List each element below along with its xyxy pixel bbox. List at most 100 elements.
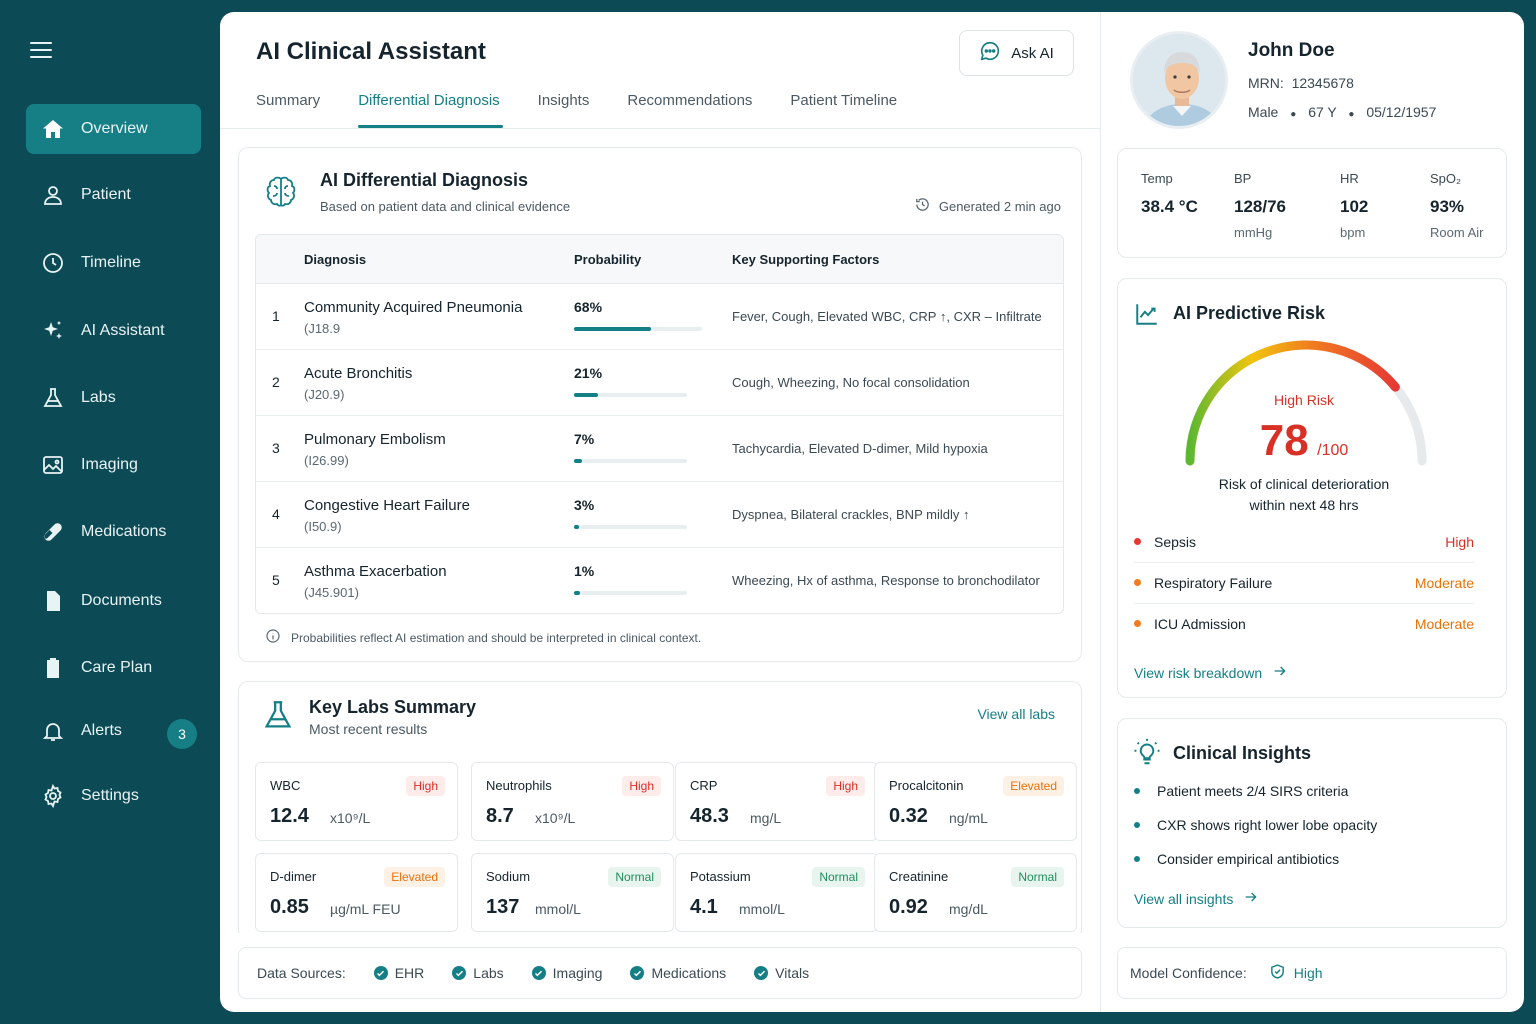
- sidebar-item-alerts[interactable]: Alerts 3: [26, 706, 201, 756]
- lab-value: 4.1: [690, 896, 718, 918]
- lab-unit: mmol/L: [739, 901, 785, 917]
- view-all-labs-link[interactable]: View all labs: [977, 706, 1055, 722]
- sidebar-item-ai-assistant[interactable]: AI Assistant: [26, 306, 201, 356]
- table-row[interactable]: 3 Pulmonary Embolism (I26.99) 7% Tachycardia…: [256, 416, 1063, 482]
- lab-result-card[interactable]: WBC High 12.4 x10⁹/L: [255, 762, 458, 841]
- tab-patient-timeline[interactable]: Patient Timeline: [790, 92, 898, 109]
- risk-gauge-fill: [1185, 340, 1400, 466]
- risk-item: Respiratory Failure Moderate: [1134, 564, 1474, 604]
- data-source-label: Labs: [473, 965, 504, 981]
- risk-level: Moderate: [1414, 616, 1474, 632]
- tab-recommendations[interactable]: Recommendations: [627, 92, 753, 109]
- sidebar-item-labs[interactable]: Labs: [26, 373, 201, 423]
- risk-level: High: [1445, 534, 1474, 550]
- lab-unit: x10⁹/L: [535, 810, 576, 826]
- risk-dot: [1134, 579, 1141, 586]
- table-row[interactable]: 1 Community Acquired Pneumonia (J18.9 68% Fe…: [256, 284, 1063, 350]
- risk-gauge: [1185, 340, 1427, 466]
- lab-value: 8.7: [486, 805, 514, 827]
- insight-text: CXR shows right lower lobe opacity: [1157, 817, 1378, 833]
- main-panel: AI Clinical Assistant Ask AI Summary Dif…: [220, 12, 1524, 1012]
- column-header: Probability: [574, 252, 642, 267]
- lab-value: 0.32: [889, 805, 928, 827]
- vital-value: 102: [1340, 197, 1369, 216]
- sidebar-item-patient[interactable]: Patient: [26, 170, 201, 220]
- menu-icon[interactable]: [30, 42, 52, 60]
- lab-result-card[interactable]: CRP High 48.3 mg/L: [675, 762, 878, 841]
- flask-icon: [40, 385, 66, 411]
- sidebar-item-label: Alerts: [81, 722, 122, 739]
- insight-item: Consider empirical antibiotics: [1134, 851, 1339, 867]
- lab-result-card[interactable]: D-dimer Elevated 0.85 µg/mL FEU: [255, 853, 458, 932]
- lab-result-card[interactable]: Creatinine Normal 0.92 mg/dL: [874, 853, 1077, 932]
- check-circle-icon: [373, 966, 388, 980]
- status-badge: Elevated: [1003, 776, 1064, 796]
- risk-item: Sepsis High: [1134, 523, 1474, 563]
- bullet: [1134, 822, 1140, 828]
- sidebar-item-label: AI Assistant: [81, 322, 165, 339]
- data-sources-label: Data Sources:: [257, 965, 346, 981]
- row-rank: 1: [272, 308, 280, 324]
- diagnosis-title: AI Differential Diagnosis: [320, 170, 529, 190]
- clipboard-icon: [40, 655, 66, 681]
- status-badge: High: [826, 776, 865, 796]
- probability-bar-fill: [574, 525, 579, 529]
- row-rank: 5: [272, 572, 280, 588]
- arrow-right-icon: [1272, 663, 1288, 682]
- sidebar-item-timeline[interactable]: Timeline: [26, 238, 201, 288]
- icd-code: (J20.9): [304, 387, 345, 402]
- sidebar: Overview Patient Timeline AI Assistant L…: [0, 0, 220, 1024]
- insight-text: Patient meets 2/4 SIRS criteria: [1157, 783, 1349, 799]
- tab-insights[interactable]: Insights: [537, 92, 590, 109]
- avatar: [1130, 31, 1228, 129]
- table-row[interactable]: 4 Congestive Heart Failure (I50.9) 3% Dyspne…: [256, 482, 1063, 548]
- labs-title: Key Labs Summary: [309, 697, 477, 717]
- sidebar-item-imaging[interactable]: Imaging: [26, 440, 201, 490]
- vital-value: 128/76: [1234, 197, 1286, 216]
- lab-result-card[interactable]: Procalcitonin Elevated 0.32 ng/mL: [874, 762, 1077, 841]
- view-risk-breakdown-link[interactable]: View risk breakdown: [1134, 663, 1288, 682]
- sidebar-item-overview[interactable]: Overview: [26, 104, 201, 154]
- lab-result-card[interactable]: Neutrophils High 8.7 x10⁹/L: [471, 762, 674, 841]
- bell-icon: [40, 718, 66, 744]
- lab-name: D-dimer: [270, 869, 317, 884]
- lab-name: Neutrophils: [486, 778, 552, 793]
- tab-bar: Summary Differential Diagnosis Insights …: [256, 92, 935, 128]
- diagnosis-name: Congestive Heart Failure: [304, 497, 470, 514]
- mrn-value: 12345678: [1291, 75, 1354, 91]
- status-badge: Elevated: [384, 867, 445, 887]
- pill-icon: [40, 519, 66, 545]
- sidebar-item-label: Patient: [81, 186, 131, 203]
- table-row[interactable]: 5 Asthma Exacerbation (J45.901) 1% Wheezing,…: [256, 548, 1063, 613]
- sidebar-item-label: Settings: [81, 787, 139, 804]
- table-row[interactable]: 2 Acute Bronchitis (J20.9) 21% Cough, Wheezi…: [256, 350, 1063, 416]
- lab-unit: ng/mL: [949, 810, 988, 826]
- data-source-item: Imaging: [531, 965, 602, 981]
- insights-title: Clinical Insights: [1173, 743, 1312, 763]
- lab-result-card[interactable]: Sodium Normal 137 mmol/L: [471, 853, 674, 932]
- tab-summary[interactable]: Summary: [256, 92, 321, 109]
- sidebar-item-documents[interactable]: Documents: [26, 576, 201, 626]
- vital-value: 93%: [1430, 197, 1465, 216]
- lab-unit: µg/mL FEU: [330, 901, 401, 917]
- risk-description: Risk of clinical deterioration within ne…: [1118, 474, 1490, 516]
- lab-unit: mg/L: [750, 810, 782, 826]
- sidebar-item-medications[interactable]: Medications: [26, 507, 201, 557]
- image-icon: [40, 452, 66, 478]
- sidebar-item-settings[interactable]: Settings: [26, 771, 201, 821]
- tab-differential-diagnosis[interactable]: Differential Diagnosis: [358, 92, 504, 128]
- insight-item: Patient meets 2/4 SIRS criteria: [1134, 783, 1348, 799]
- probability-bar-fill: [574, 393, 598, 397]
- sidebar-item-label: Labs: [81, 389, 116, 406]
- lab-result-card[interactable]: Potassium Normal 4.1 mmol/L: [675, 853, 878, 932]
- probability-bar: [574, 393, 687, 397]
- sidebar-item-care-plan[interactable]: Care Plan: [26, 643, 201, 693]
- view-all-insights-link[interactable]: View all insights: [1134, 889, 1259, 908]
- model-confidence-bar: Model Confidence: High: [1117, 947, 1507, 999]
- gear-icon: [40, 783, 66, 809]
- lab-value: 48.3: [690, 805, 729, 827]
- alerts-count-badge: 3: [167, 719, 197, 749]
- sidebar-item-label: Overview: [81, 120, 148, 137]
- ask-ai-button[interactable]: Ask AI: [959, 30, 1074, 76]
- separator-dot: ●: [1348, 109, 1355, 120]
